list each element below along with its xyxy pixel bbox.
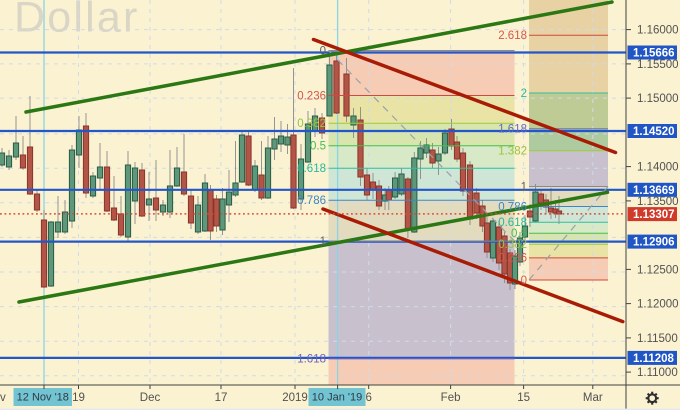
svg-text:Mar: Mar	[583, 392, 603, 404]
svg-text:6: 6	[365, 392, 371, 404]
svg-text:2019: 2019	[282, 392, 308, 404]
svg-text:1.16000: 1.16000	[637, 25, 679, 37]
svg-text:1.14000: 1.14000	[637, 162, 679, 174]
svg-text:0.5: 0.5	[511, 228, 527, 240]
svg-text:1.12000: 1.12000	[637, 299, 679, 311]
svg-text:0.618: 0.618	[297, 163, 326, 175]
svg-text:Dec: Dec	[140, 392, 161, 404]
svg-text:1.14520: 1.14520	[633, 126, 675, 138]
svg-text:0.786: 0.786	[498, 201, 527, 213]
svg-text:1.11500: 1.11500	[637, 333, 678, 345]
svg-text:0: 0	[521, 275, 527, 287]
svg-text:1.382: 1.382	[498, 146, 527, 158]
svg-text:0: 0	[320, 45, 326, 57]
svg-text:1.11000: 1.11000	[637, 367, 678, 379]
svg-text:1.12500: 1.12500	[637, 264, 679, 276]
svg-text:Feb: Feb	[441, 392, 461, 404]
svg-text:1: 1	[521, 181, 527, 193]
svg-text:10 Jan '19: 10 Jan '19	[312, 392, 362, 404]
svg-text:0.236: 0.236	[297, 90, 326, 102]
svg-text:1.15500: 1.15500	[637, 59, 679, 71]
svg-text:0.786: 0.786	[297, 195, 326, 207]
svg-text:0.5: 0.5	[310, 141, 326, 153]
svg-text:2.618: 2.618	[498, 30, 527, 42]
svg-text:1: 1	[320, 236, 326, 248]
svg-text:0.382: 0.382	[498, 239, 527, 251]
svg-text:15: 15	[517, 392, 530, 404]
svg-text:1.13669: 1.13669	[633, 185, 675, 197]
svg-text:0.382: 0.382	[297, 118, 326, 130]
svg-text:1.13500: 1.13500	[637, 196, 679, 208]
svg-text:1.12906: 1.12906	[633, 237, 675, 249]
svg-text:2: 2	[521, 88, 527, 100]
svg-text:0.618: 0.618	[498, 217, 527, 229]
svg-text:19: 19	[72, 392, 85, 404]
svg-text:0.236: 0.236	[498, 253, 527, 265]
svg-text:1.11208: 1.11208	[633, 353, 675, 365]
svg-text:12 Nov '18: 12 Nov '18	[17, 392, 69, 404]
svg-text:1.13307: 1.13307	[633, 209, 675, 221]
svg-text:1.618: 1.618	[297, 354, 326, 366]
svg-text:Dollar: Dollar	[14, 0, 140, 42]
svg-text:1.618: 1.618	[498, 124, 527, 136]
svg-text:17: 17	[215, 392, 228, 404]
svg-text:1.15000: 1.15000	[637, 93, 679, 105]
svg-text:1.15666: 1.15666	[633, 48, 675, 60]
svg-text:v: v	[0, 392, 6, 404]
